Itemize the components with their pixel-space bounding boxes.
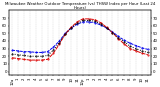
Title: Milwaukee Weather Outdoor Temperature (vs) THSW Index per Hour (Last 24 Hours): Milwaukee Weather Outdoor Temperature (v…: [5, 2, 155, 10]
